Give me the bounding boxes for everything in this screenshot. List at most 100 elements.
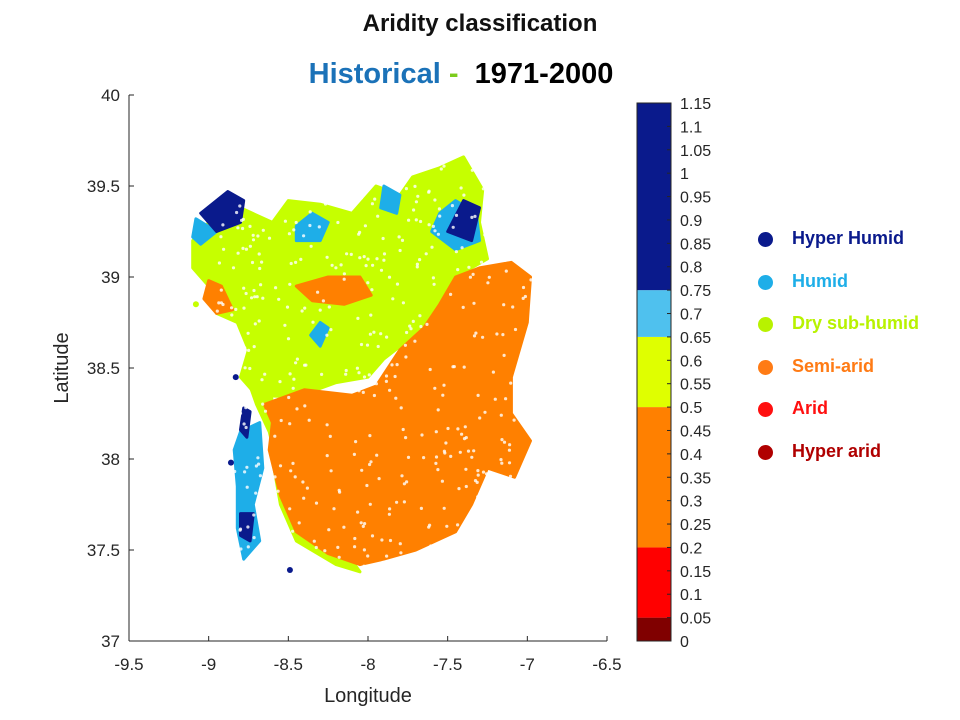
station-gap bbox=[323, 549, 327, 553]
station-gap bbox=[487, 275, 491, 279]
station-gap bbox=[368, 434, 372, 438]
station-gap bbox=[241, 246, 245, 250]
station-gap bbox=[476, 393, 480, 397]
station-gap bbox=[460, 246, 464, 250]
station-gap bbox=[257, 462, 261, 466]
station-gap bbox=[512, 560, 516, 564]
station-gap bbox=[470, 215, 474, 219]
legend-marker bbox=[758, 359, 773, 375]
station-gap bbox=[508, 474, 513, 478]
station-gap bbox=[529, 193, 533, 197]
station-gap bbox=[439, 167, 443, 171]
station-gap bbox=[404, 187, 408, 191]
station-gap bbox=[462, 193, 466, 197]
station-gap bbox=[362, 548, 366, 552]
legend-label: Dry sub-humid bbox=[792, 313, 920, 334]
station-gap bbox=[216, 476, 220, 480]
station-gap bbox=[365, 483, 369, 488]
station-gap bbox=[243, 346, 247, 350]
station-gap bbox=[483, 410, 487, 414]
station-gap bbox=[342, 272, 346, 276]
station-point-0 bbox=[232, 374, 239, 381]
station-gap bbox=[260, 378, 264, 382]
station-gap bbox=[416, 194, 420, 198]
station-gap bbox=[219, 235, 223, 239]
station-gap bbox=[294, 361, 298, 365]
station-gap bbox=[428, 367, 432, 372]
station-gap bbox=[247, 348, 251, 352]
colorbar-tick-label: 0.5 bbox=[680, 400, 702, 417]
station-gap bbox=[228, 331, 233, 335]
station-gap bbox=[297, 521, 301, 525]
colorbar-tick-label: 0.75 bbox=[680, 283, 711, 300]
station-gap bbox=[366, 383, 370, 387]
station-gap bbox=[219, 288, 223, 292]
station-gap bbox=[251, 238, 256, 242]
legend-label: Humid bbox=[792, 270, 848, 291]
station-gap bbox=[320, 170, 324, 174]
station-gap bbox=[510, 207, 515, 211]
station-gap bbox=[361, 524, 365, 529]
station-gap bbox=[426, 161, 430, 165]
colorbar-tick-label: 0.95 bbox=[680, 190, 711, 207]
station-gap bbox=[474, 331, 478, 335]
station-gap bbox=[478, 416, 482, 420]
station-gap bbox=[247, 185, 251, 189]
station-gap bbox=[302, 549, 307, 553]
station-gap bbox=[218, 488, 222, 492]
chart-subtitle: Historical - 1971-2000 bbox=[0, 58, 922, 91]
station-gap bbox=[242, 286, 246, 290]
map-points bbox=[192, 301, 293, 574]
station-gap bbox=[501, 556, 505, 560]
station-gap bbox=[337, 555, 341, 559]
station-gap bbox=[481, 187, 485, 191]
x-tick-label: -7 bbox=[520, 655, 535, 674]
station-gap bbox=[456, 268, 460, 272]
station-gap bbox=[277, 297, 281, 301]
station-gap bbox=[456, 427, 460, 431]
station-gap bbox=[254, 464, 258, 468]
station-gap bbox=[529, 278, 533, 282]
station-gap bbox=[482, 571, 486, 576]
station-gap bbox=[362, 564, 366, 568]
station-gap bbox=[342, 525, 346, 529]
station-gap bbox=[291, 529, 295, 533]
colorbar-tick-label: 1.05 bbox=[680, 143, 711, 160]
station-gap bbox=[312, 539, 316, 543]
station-gap bbox=[344, 372, 348, 376]
station-gap bbox=[234, 307, 238, 311]
station-gap bbox=[274, 286, 278, 290]
station-gap bbox=[337, 196, 341, 200]
station-gap bbox=[446, 426, 450, 431]
station-gap bbox=[356, 190, 360, 194]
station-gap bbox=[239, 547, 243, 551]
colorbar-tick-label: 0.35 bbox=[680, 470, 711, 487]
station-gap bbox=[377, 477, 381, 481]
station-gap bbox=[399, 551, 403, 555]
station-gap bbox=[256, 501, 260, 505]
station-gap bbox=[238, 528, 242, 532]
station-gap bbox=[533, 355, 537, 359]
station-gap bbox=[325, 255, 329, 259]
station-gap bbox=[353, 545, 357, 549]
station-gap bbox=[389, 180, 393, 184]
station-gap bbox=[294, 220, 298, 225]
station-gap bbox=[349, 389, 353, 393]
legend-marker bbox=[758, 232, 773, 247]
station-gap bbox=[310, 556, 314, 561]
station-gap bbox=[273, 475, 277, 479]
station-gap bbox=[486, 281, 490, 285]
station-gap bbox=[493, 397, 497, 401]
station-gap bbox=[433, 198, 437, 202]
station-gap bbox=[323, 202, 328, 206]
station-gap bbox=[400, 474, 404, 478]
station-gap bbox=[526, 202, 530, 206]
station-gap bbox=[432, 282, 436, 286]
station-gap bbox=[405, 159, 409, 163]
station-gap bbox=[442, 383, 446, 387]
station-gap bbox=[449, 454, 453, 458]
station-gap bbox=[274, 517, 278, 522]
station-gap bbox=[263, 409, 268, 413]
station-gap bbox=[405, 480, 409, 484]
station-gap bbox=[472, 449, 476, 453]
